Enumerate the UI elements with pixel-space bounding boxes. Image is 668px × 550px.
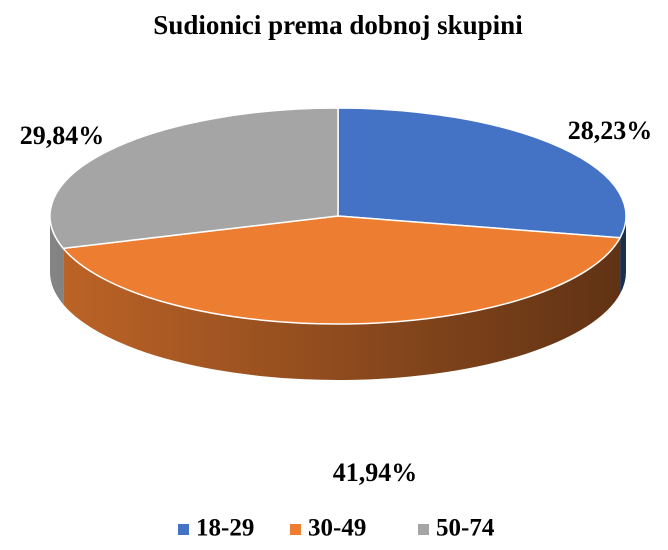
slice-side — [50, 216, 64, 305]
legend-label: 18-29 — [196, 515, 254, 542]
slice — [49, 107, 339, 250]
legend-swatch — [290, 524, 301, 535]
legend-swatch — [418, 524, 429, 535]
slice — [337, 107, 627, 239]
data-label: 41,94% — [333, 458, 418, 487]
chart-title: Sudionici prema dobnoj skupini — [153, 10, 523, 40]
slice-side — [63, 237, 621, 380]
data-label: 29,84% — [20, 121, 105, 150]
legend-label: 50-74 — [436, 515, 495, 542]
legend-swatch — [178, 524, 189, 535]
legend-label: 30-49 — [308, 515, 366, 542]
slice — [61, 215, 622, 325]
data-label: 28,23% — [568, 116, 653, 145]
